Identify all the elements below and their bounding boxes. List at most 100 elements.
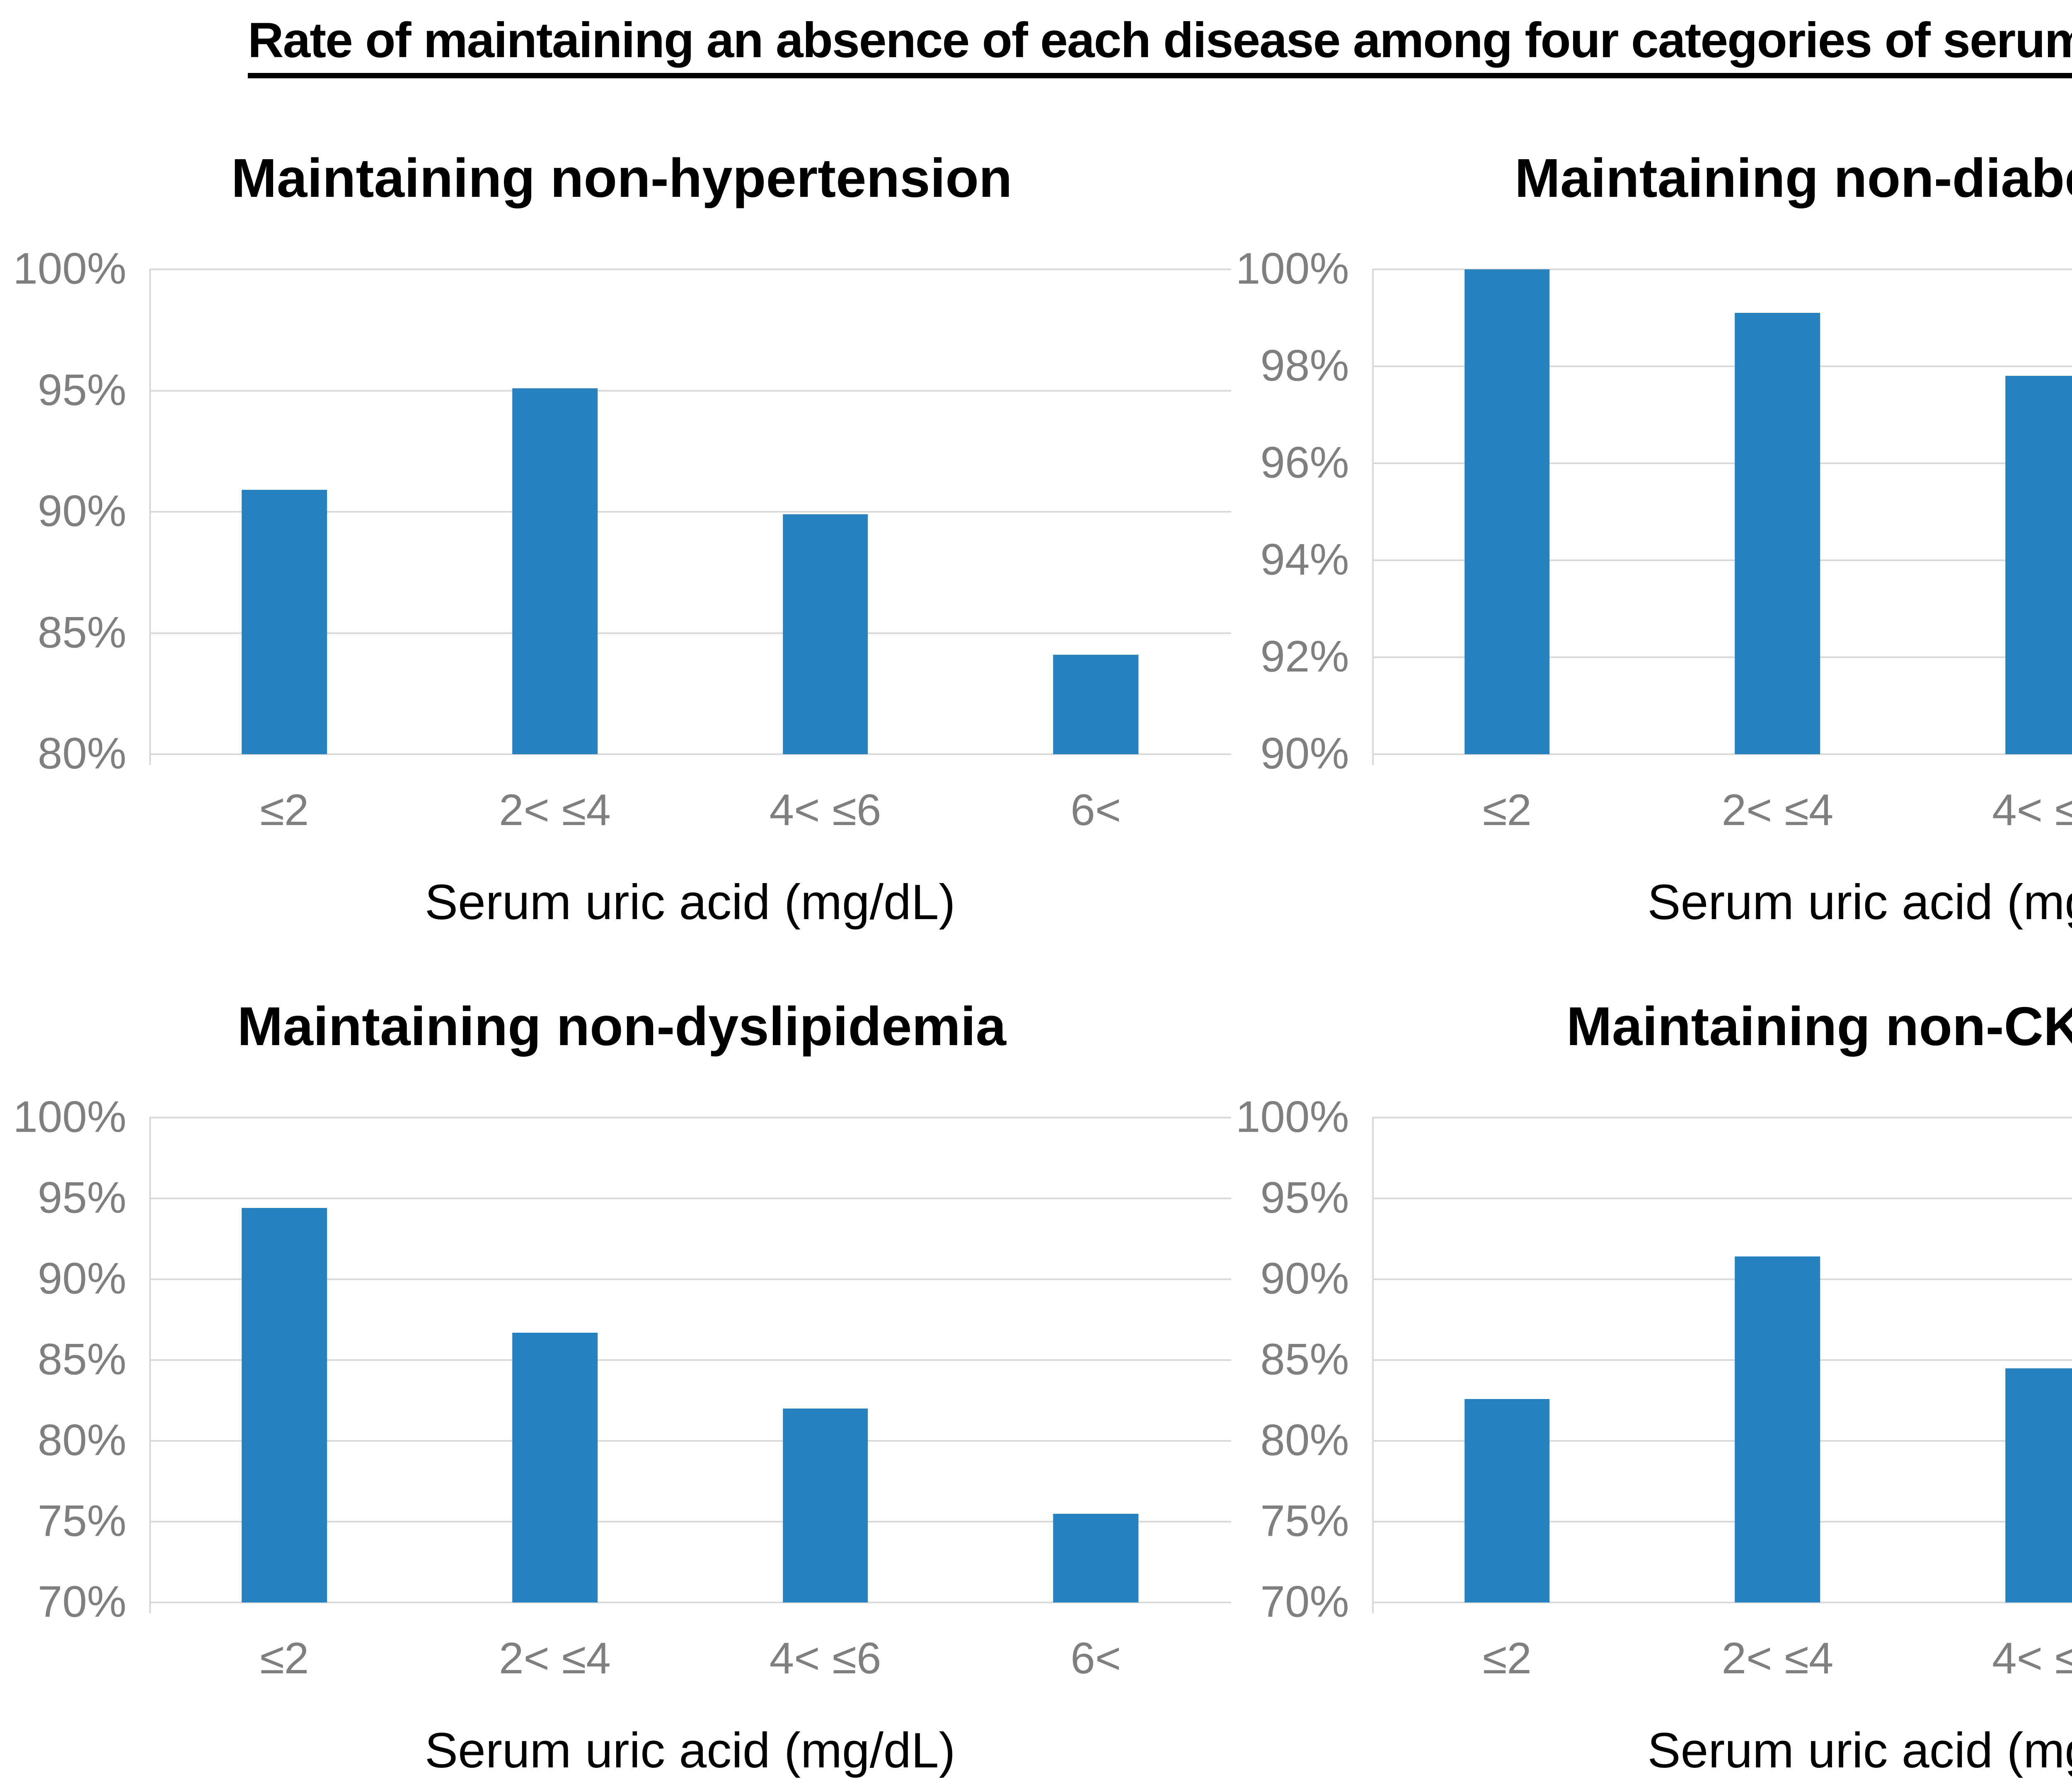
chart-body: 100%98%96%94%92%90% [1235,269,2072,754]
bar-slot [1913,1118,2072,1602]
bar-chart: Maintaining non-dyslipidemia 100% 95% 90% 8… [12,995,1231,1779]
y-axis-labels: 100%95%90%85%80%75%70% [12,1118,149,1602]
bar [783,1409,868,1602]
y-tick-label: 90% [1260,1253,1349,1304]
y-tick-label: 90% [38,1253,126,1304]
bar-slot [1372,269,1643,754]
x-tick-label: ≤2 [1372,784,1643,835]
bar-slot [961,1118,1231,1602]
x-tick-label: 6< [961,1632,1231,1684]
bar [1053,1514,1138,1603]
y-tick-label: 70% [38,1576,126,1627]
y-tick-label: 95% [1260,1172,1349,1223]
x-tick-label: 2< ≤4 [1642,784,1913,835]
bar [1464,269,1550,754]
y-tick-label: 80% [38,1414,126,1466]
bar [242,1208,327,1602]
y-tick-label: 90% [38,485,126,537]
bar [1735,1256,1820,1602]
bar [2005,376,2072,754]
x-axis-title: Serum uric acid (mg/dL) [149,874,1231,931]
x-tick-label: ≤2 [149,1632,420,1684]
x-axis-title: Serum uric acid (mg/dL) [1372,874,2072,931]
bars-container [1372,1118,2072,1602]
bar [2005,1368,2072,1603]
bar-slot [149,269,420,754]
x-tick-label: ≤2 [149,784,420,835]
bar-slot [1642,269,1913,754]
y-tick-label: 95% [38,1172,126,1223]
x-tick-label: 4< ≤6 [1913,1632,2072,1684]
y-tick-label: 85% [38,606,126,658]
x-tick-label: ≤2 [1372,1632,1643,1684]
bar-slot [961,269,1231,754]
chart-body: 100%95%90%85%80%75%70% [12,1118,1231,1602]
bar-slot [690,1118,961,1602]
bar [1735,313,1820,754]
bars-container [149,269,1231,754]
y-tick-label: 75% [38,1495,126,1547]
y-axis-labels: 100%98%96%94%92%90% [1235,269,1372,754]
chart-title: Maintaining non-hypertension [12,147,1231,209]
y-tick-label: 85% [38,1334,126,1385]
bars-container [1372,269,2072,754]
bar-chart: Maintaining non-diabetes 100%98%96%94%92… [1235,147,2072,931]
bar-chart: Maintaining non-hypertension 100% 95% 90% 8… [12,147,1231,931]
y-tick-label: 90% [1260,728,1349,779]
x-axis-labels: ≤22< ≤44< ≤66< [1372,784,2072,835]
bar-slot [690,269,961,754]
x-axis-title: Serum uric acid (mg/dL) [149,1722,1231,1779]
x-tick-label: 4< ≤6 [690,1632,961,1684]
chart-body: 100%95%90%85%80%75%70% [1235,1118,2072,1602]
x-axis-title: Serum uric acid (mg/dL) [1372,1722,2072,1779]
bar [783,514,868,754]
x-tick-label: 2< ≤4 [420,784,690,835]
y-tick-label: 94% [1260,534,1349,585]
bar-slot [420,1118,690,1602]
chart-body: 100%95%90%85%80% [12,269,1231,754]
plot-area [1372,269,2072,754]
y-tick-label: 80% [38,728,126,779]
bar-slot [149,1118,420,1602]
x-axis-labels: ≤22< ≤44< ≤66< [1372,1632,2072,1684]
y-tick-label: 100% [13,1091,126,1142]
bar-slot [1913,269,2072,754]
y-tick-label: 100% [1236,243,1349,294]
y-tick-label: 80% [1260,1414,1349,1466]
x-tick-label: 6< [961,784,1231,835]
y-tick-label: 75% [1260,1495,1349,1547]
plot-area [149,1118,1231,1602]
bar [512,1333,598,1602]
y-tick-label: 98% [1260,340,1349,391]
bar [1053,655,1138,754]
x-tick-label: 4< ≤6 [1913,784,2072,835]
y-tick-label: 85% [1260,1334,1349,1385]
y-axis-labels: 100%95%90%85%80%75%70% [1235,1118,1372,1602]
charts-grid: Maintaining non-hypertension 100% 95% 90% 8… [0,147,2072,1779]
y-tick-label: 100% [13,243,126,294]
y-tick-label: 96% [1260,437,1349,488]
y-tick-label: 95% [38,364,126,415]
bar-slot [1642,1118,1913,1602]
chart-title: Maintaining non-dyslipidemia [12,995,1231,1058]
chart-title: Maintaining non-CKD [1235,995,2072,1058]
plot-area [1372,1118,2072,1602]
bars-container [149,1118,1231,1602]
x-tick-label: 4< ≤6 [690,784,961,835]
chart-title: Maintaining non-diabetes [1235,147,2072,209]
x-tick-label: 2< ≤4 [1642,1632,1913,1684]
bar [512,388,598,754]
y-tick-label: 70% [1260,1576,1349,1627]
bar [1464,1399,1550,1602]
y-axis-labels: 100%95%90%85%80% [12,269,149,754]
plot-area [149,269,1231,754]
figure-title-wrap: Rate of maintaining an absence of each d… [0,12,2072,78]
figure-title: Rate of maintaining an absence of each d… [248,12,2072,78]
bar-chart: Maintaining non-CKD 100% 95% 90% 85% 80% 75% 7… [1235,995,2072,1779]
x-tick-label: 2< ≤4 [420,1632,690,1684]
y-tick-label: 100% [1236,1091,1349,1142]
bar [242,490,327,754]
